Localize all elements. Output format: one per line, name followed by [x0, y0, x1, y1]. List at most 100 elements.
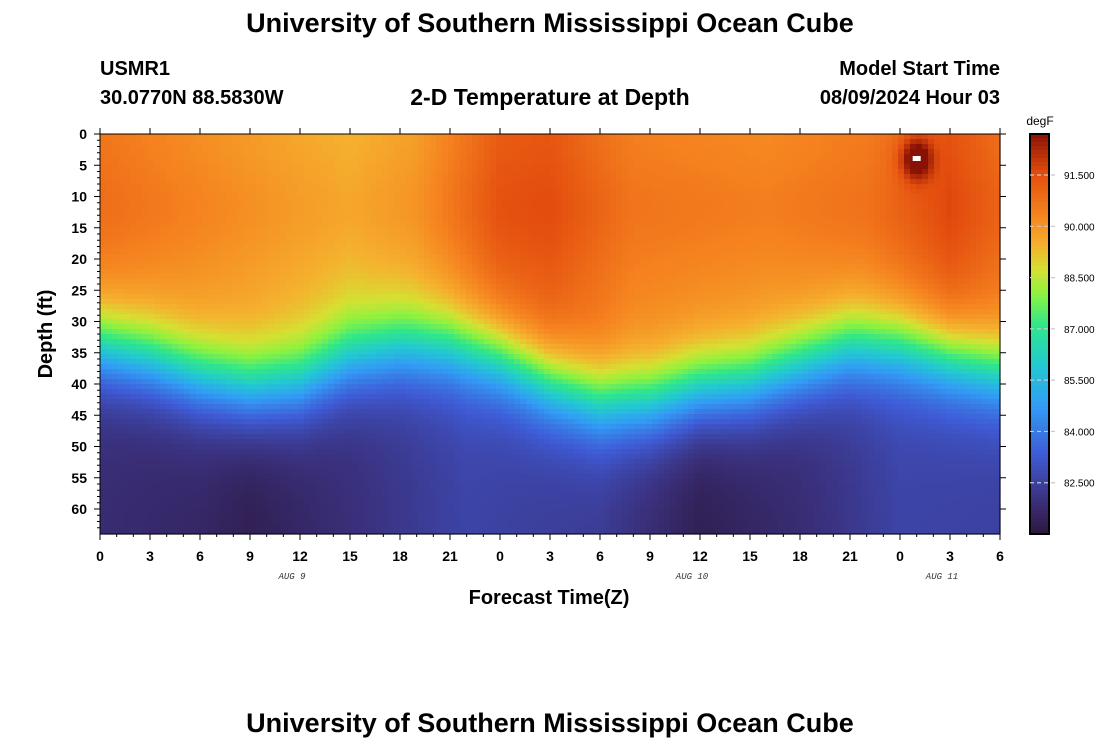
- heatmap-cell: [448, 479, 455, 485]
- heatmap-cell: [178, 399, 185, 405]
- heatmap-cell: [190, 364, 197, 370]
- heatmap-cell: [328, 254, 335, 260]
- heatmap-cell: [388, 149, 395, 155]
- heatmap-cell: [136, 319, 143, 325]
- heatmap-cell: [250, 489, 257, 495]
- heatmap-cell: [268, 199, 275, 205]
- heatmap-cell: [364, 139, 371, 145]
- station-id: USMR1: [100, 58, 171, 80]
- heatmap-cell: [310, 529, 317, 535]
- heatmap-cell: [280, 209, 287, 215]
- heatmap-cell: [238, 294, 245, 300]
- heatmap-cell: [376, 264, 383, 270]
- heatmap-cell: [172, 444, 179, 450]
- heatmap-cell: [148, 349, 155, 355]
- heatmap-cell: [208, 149, 215, 155]
- heatmap-cell: [304, 309, 311, 315]
- heatmap-cell: [322, 379, 329, 385]
- heatmap-cell: [106, 379, 113, 385]
- heatmap-cell: [430, 529, 437, 535]
- page-title: University of Southern Mississippi Ocean…: [246, 8, 854, 38]
- heatmap-cell: [460, 354, 467, 360]
- heatmap-cell: [442, 329, 449, 335]
- heatmap-cell: [328, 484, 335, 490]
- heatmap-cell: [214, 329, 221, 335]
- heatmap-cell: [430, 404, 437, 410]
- heatmap-cell: [328, 194, 335, 200]
- heatmap-cell: [250, 144, 257, 150]
- heatmap-cell: [136, 269, 143, 275]
- heatmap-cell: [184, 389, 191, 395]
- heatmap-cell: [166, 314, 173, 320]
- heatmap-cell: [226, 504, 233, 510]
- heatmap-cell: [178, 174, 185, 180]
- heatmap-cell: [256, 414, 263, 420]
- heatmap-cell: [466, 369, 473, 375]
- heatmap-cell: [244, 139, 251, 145]
- heatmap-cell: [358, 159, 365, 165]
- heatmap-cell: [196, 449, 203, 455]
- heatmap-cell: [160, 429, 167, 435]
- heatmap-cell: [334, 394, 341, 400]
- heatmap-cell: [424, 179, 431, 185]
- heatmap-cell: [454, 504, 461, 510]
- heatmap-cell: [376, 379, 383, 385]
- heatmap-cell: [412, 354, 419, 360]
- heatmap-cell: [118, 309, 125, 315]
- heatmap-cell: [388, 134, 395, 140]
- heatmap-cell: [388, 144, 395, 150]
- heatmap-cell: [424, 444, 431, 450]
- heatmap-cell: [352, 149, 359, 155]
- heatmap-cell: [304, 509, 311, 515]
- heatmap-cell: [226, 359, 233, 365]
- heatmap-cell: [142, 454, 149, 460]
- heatmap-cell: [208, 304, 215, 310]
- heatmap-cell: [376, 359, 383, 365]
- heatmap-cell: [166, 319, 173, 325]
- heatmap-cell: [262, 524, 269, 530]
- heatmap-cell: [256, 209, 263, 215]
- heatmap-cell: [460, 239, 467, 245]
- heatmap-cell: [346, 444, 353, 450]
- heatmap-cell: [172, 399, 179, 405]
- heatmap-cell: [112, 474, 119, 480]
- heatmap-cell: [436, 229, 443, 235]
- heatmap-cell: [328, 509, 335, 515]
- heatmap-cell: [160, 159, 167, 165]
- heatmap-cell: [472, 174, 479, 180]
- heatmap-cell: [118, 269, 125, 275]
- heatmap-cell: [292, 489, 299, 495]
- heatmap-cell: [298, 264, 305, 270]
- heatmap-cell: [208, 299, 215, 305]
- heatmap-cell: [262, 339, 269, 345]
- heatmap-cell: [286, 439, 293, 445]
- heatmap-cell: [226, 514, 233, 520]
- heatmap-cell: [208, 214, 215, 220]
- heatmap-cell: [286, 409, 293, 415]
- heatmap-cell: [298, 329, 305, 335]
- heatmap-cell: [442, 479, 449, 485]
- heatmap-cell: [196, 169, 203, 175]
- heatmap-cell: [250, 184, 257, 190]
- heatmap-cell: [292, 409, 299, 415]
- heatmap-cell: [142, 419, 149, 425]
- heatmap-cell: [136, 224, 143, 230]
- heatmap-cell: [160, 309, 167, 315]
- heatmap-cell: [250, 254, 257, 260]
- heatmap-cell: [352, 304, 359, 310]
- heatmap-cell: [352, 374, 359, 380]
- heatmap-cell: [274, 319, 281, 325]
- heatmap-cell: [262, 404, 269, 410]
- heatmap-cell: [124, 344, 131, 350]
- heatmap-cell: [430, 339, 437, 345]
- heatmap-cell: [280, 494, 287, 500]
- heatmap-cell: [358, 264, 365, 270]
- heatmap-cell: [304, 344, 311, 350]
- heatmap-cell: [226, 529, 233, 535]
- heatmap-cell: [394, 399, 401, 405]
- heatmap-cell: [448, 164, 455, 170]
- heatmap-cell: [172, 209, 179, 215]
- heatmap-cell: [310, 319, 317, 325]
- heatmap-cell: [178, 349, 185, 355]
- heatmap-cell: [376, 374, 383, 380]
